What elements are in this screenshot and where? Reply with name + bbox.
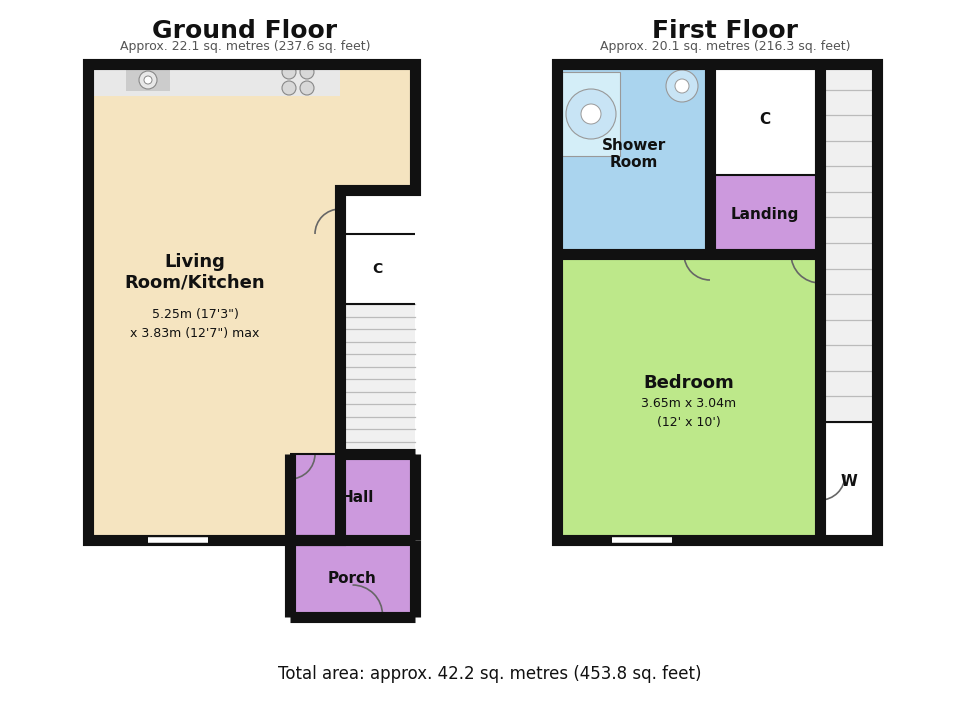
Text: Shower
Room: Shower Room xyxy=(602,138,665,170)
Text: Porch: Porch xyxy=(328,571,377,586)
Text: 5.25m (17'3")
x 3.83m (12'7") max: 5.25m (17'3") x 3.83m (12'7") max xyxy=(130,308,260,340)
Text: Bedroom: Bedroom xyxy=(643,374,734,392)
Circle shape xyxy=(282,81,296,95)
Text: Hall: Hall xyxy=(341,490,374,505)
Bar xyxy=(710,175,820,254)
Circle shape xyxy=(666,70,698,102)
Text: First Floor: First Floor xyxy=(652,19,798,43)
Bar xyxy=(94,66,340,96)
Bar xyxy=(820,422,877,540)
Circle shape xyxy=(675,79,689,93)
Text: Living
Room/Kitchen: Living Room/Kitchen xyxy=(124,253,266,291)
Text: 3.65m x 3.04m
(12' x 10'): 3.65m x 3.04m (12' x 10') xyxy=(641,397,736,429)
Text: W: W xyxy=(840,473,857,488)
Bar xyxy=(290,540,415,617)
Text: Ground Floor: Ground Floor xyxy=(153,19,337,43)
Circle shape xyxy=(566,89,616,139)
Bar xyxy=(88,64,340,540)
Bar xyxy=(562,72,620,156)
Bar xyxy=(340,234,415,304)
Circle shape xyxy=(282,65,296,79)
Circle shape xyxy=(300,81,314,95)
Bar xyxy=(290,454,415,540)
Bar xyxy=(557,64,710,254)
Text: C: C xyxy=(760,112,770,127)
Circle shape xyxy=(139,71,157,89)
Text: Approx. 20.1 sq. metres (216.3 sq. feet): Approx. 20.1 sq. metres (216.3 sq. feet) xyxy=(600,40,851,53)
Text: Landing: Landing xyxy=(731,207,799,222)
Text: Total area: approx. 42.2 sq. metres (453.8 sq. feet): Total area: approx. 42.2 sq. metres (453… xyxy=(278,665,702,683)
Circle shape xyxy=(300,65,314,79)
Text: C: C xyxy=(372,262,382,276)
Circle shape xyxy=(144,76,152,84)
Bar xyxy=(562,72,620,156)
Circle shape xyxy=(581,104,601,124)
Bar xyxy=(710,64,820,175)
Bar xyxy=(126,67,170,91)
Text: Approx. 22.1 sq. metres (237.6 sq. feet): Approx. 22.1 sq. metres (237.6 sq. feet) xyxy=(120,40,370,53)
Bar xyxy=(340,304,415,454)
Bar xyxy=(340,64,415,190)
Bar xyxy=(557,254,820,540)
Bar xyxy=(820,64,877,422)
